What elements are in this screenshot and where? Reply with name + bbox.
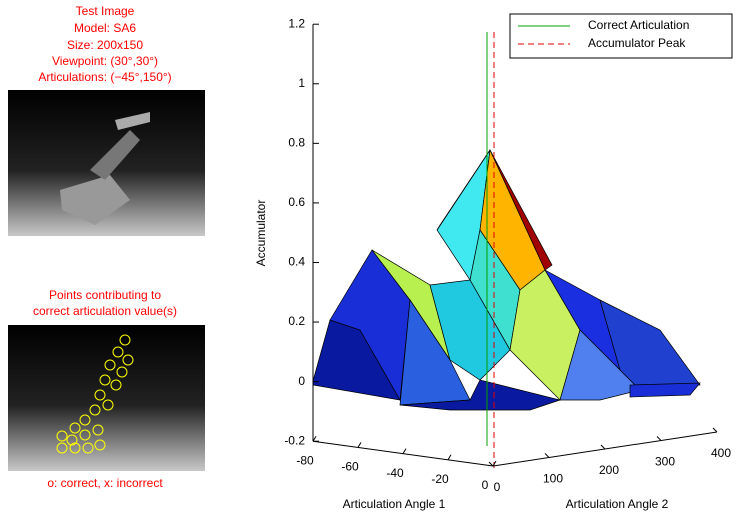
legend	[509, 13, 733, 59]
point-marker	[116, 366, 128, 378]
z-tick-label: 0.8	[288, 136, 305, 150]
x-tick	[402, 448, 407, 454]
point-marker	[94, 439, 106, 451]
x-tick-label: -40	[386, 466, 404, 480]
z-tick-label: 0	[298, 374, 305, 388]
y-tick	[544, 453, 550, 458]
point-marker	[89, 404, 101, 416]
point-marker	[79, 429, 91, 441]
z-tick-label: 1	[298, 76, 305, 90]
y-tick-label: 200	[599, 463, 619, 477]
y-tick	[712, 427, 718, 433]
point-marker	[119, 334, 131, 346]
caption: o: correct, x: incorrect	[47, 476, 163, 490]
y-tick-label: 400	[711, 446, 731, 460]
y-tick-label: 0	[494, 480, 501, 494]
y-tick	[600, 444, 606, 450]
surface	[312, 148, 701, 411]
x-tick	[357, 442, 362, 448]
point-marker	[94, 389, 106, 401]
y-tick-label: 300	[655, 455, 675, 469]
legend-label: Accumulator Peak	[588, 36, 686, 50]
panel-text: Viewpoint: (30°,30°)	[52, 54, 158, 68]
x-tick	[447, 454, 452, 461]
surface-plot: Accumulator Articulation Angle 1 Articul…	[254, 13, 733, 511]
x-tick	[492, 460, 497, 467]
x-tick-label: 0	[482, 478, 489, 492]
panel-text: Size: 200x150	[67, 38, 143, 52]
z-tick-label: 0.6	[288, 195, 305, 209]
object	[60, 112, 150, 225]
point-marker	[79, 414, 91, 426]
x-tick-label: -80	[296, 453, 314, 467]
z-label: Accumulator	[254, 200, 268, 267]
z-tick-label: 0.4	[288, 255, 305, 269]
points	[56, 334, 134, 454]
point-marker	[82, 442, 94, 454]
x-label: Articulation Angle 1	[343, 497, 446, 511]
x-tick	[312, 435, 317, 442]
y-label: Articulation Angle 2	[566, 497, 669, 511]
point-marker	[69, 442, 81, 454]
z-tick-label: 1.2	[288, 16, 305, 30]
panel-text: Points contributing to	[49, 288, 161, 302]
panel-text: Articulations: (−45°,150°)	[38, 70, 171, 84]
point-marker	[56, 442, 68, 454]
legend-label: Correct Articulation	[588, 18, 689, 32]
z-tick-label: 0.2	[288, 314, 305, 328]
points-image	[8, 325, 205, 471]
point-marker	[122, 354, 134, 366]
y-tick-label: 100	[543, 472, 563, 486]
point-marker	[110, 379, 122, 391]
y-tick	[656, 436, 662, 441]
point-marker	[104, 359, 116, 371]
z-tick-label: -0.2	[284, 433, 305, 447]
panel-text: Model: SA6	[74, 21, 136, 35]
x-tick-label: -20	[431, 472, 449, 486]
point-marker	[69, 422, 81, 434]
x-tick-label: -60	[341, 460, 359, 474]
point-marker	[102, 399, 114, 411]
left-panel: Test Image Model: SA6 Size: 200x150 View…	[8, 4, 205, 490]
panel-text: Test Image	[76, 4, 135, 18]
point-marker	[99, 374, 111, 386]
point-marker	[66, 434, 78, 446]
point-marker	[112, 346, 124, 358]
y-tick	[488, 461, 494, 467]
point-marker	[92, 424, 104, 436]
point-marker	[56, 430, 68, 442]
panel-text: correct articulation value(s)	[33, 304, 177, 318]
